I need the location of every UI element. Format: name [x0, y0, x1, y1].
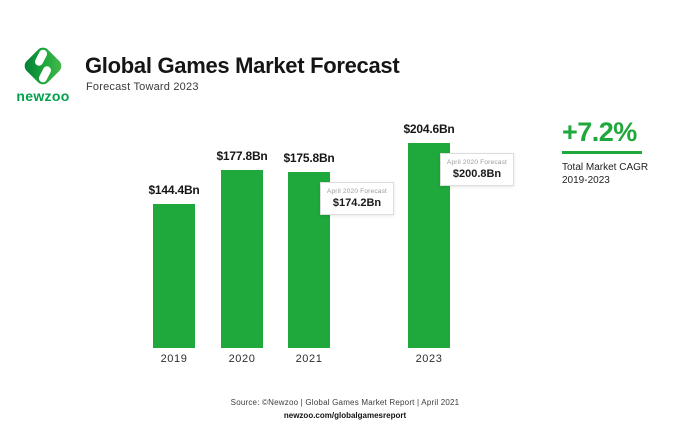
forecast-callout-2023: April 2020 Forecast $200.8Bn: [440, 153, 514, 186]
bar-2019: [153, 204, 195, 348]
cagr-value: +7.2%: [562, 117, 637, 147]
cagr-caption-line2: 2019-2023: [562, 174, 610, 186]
bar-2020: [221, 170, 263, 348]
newzoo-wordmark: newzoo: [16, 88, 70, 104]
bar-value-label-2021: $175.8Bn: [283, 151, 335, 165]
x-axis-label-2023: 2023: [415, 353, 443, 365]
cagr-caption: Total Market CAGR 2019-2023: [562, 161, 672, 187]
page-subtitle: Forecast Toward 2023: [86, 81, 199, 93]
cagr-underline: [562, 150, 642, 154]
cagr-block: +7.2% Total Market CAGR 2019-2023: [562, 117, 672, 187]
bar-value-label-2019: $144.4Bn: [148, 183, 200, 197]
callout-title: April 2020 Forecast: [446, 159, 508, 166]
page-title: Global Games Market Forecast: [85, 53, 400, 78]
callout-value: $200.8Bn: [452, 168, 502, 180]
callout-title: April 2020 Forecast: [326, 188, 388, 195]
x-axis-label-2020: 2020: [228, 353, 256, 365]
x-axis-label-2019: 2019: [160, 353, 188, 365]
source-text: Source: ©Newzoo | Global Games Market Re…: [230, 398, 460, 407]
forecast-callout-2021: April 2020 Forecast $174.2Bn: [320, 182, 394, 215]
cagr-caption-line1: Total Market CAGR: [562, 161, 649, 173]
report-url: newzoo.com/globalgamesreport: [283, 411, 407, 420]
callout-value: $174.2Bn: [332, 197, 382, 209]
newzoo-logo-icon: [24, 47, 62, 85]
bar-value-label-2023: $204.6Bn: [403, 122, 455, 136]
x-axis-label-2021: 2021: [295, 353, 323, 365]
bar-value-label-2020: $177.8Bn: [216, 149, 268, 163]
footer: Source: ©Newzoo | Global Games Market Re…: [138, 398, 552, 420]
